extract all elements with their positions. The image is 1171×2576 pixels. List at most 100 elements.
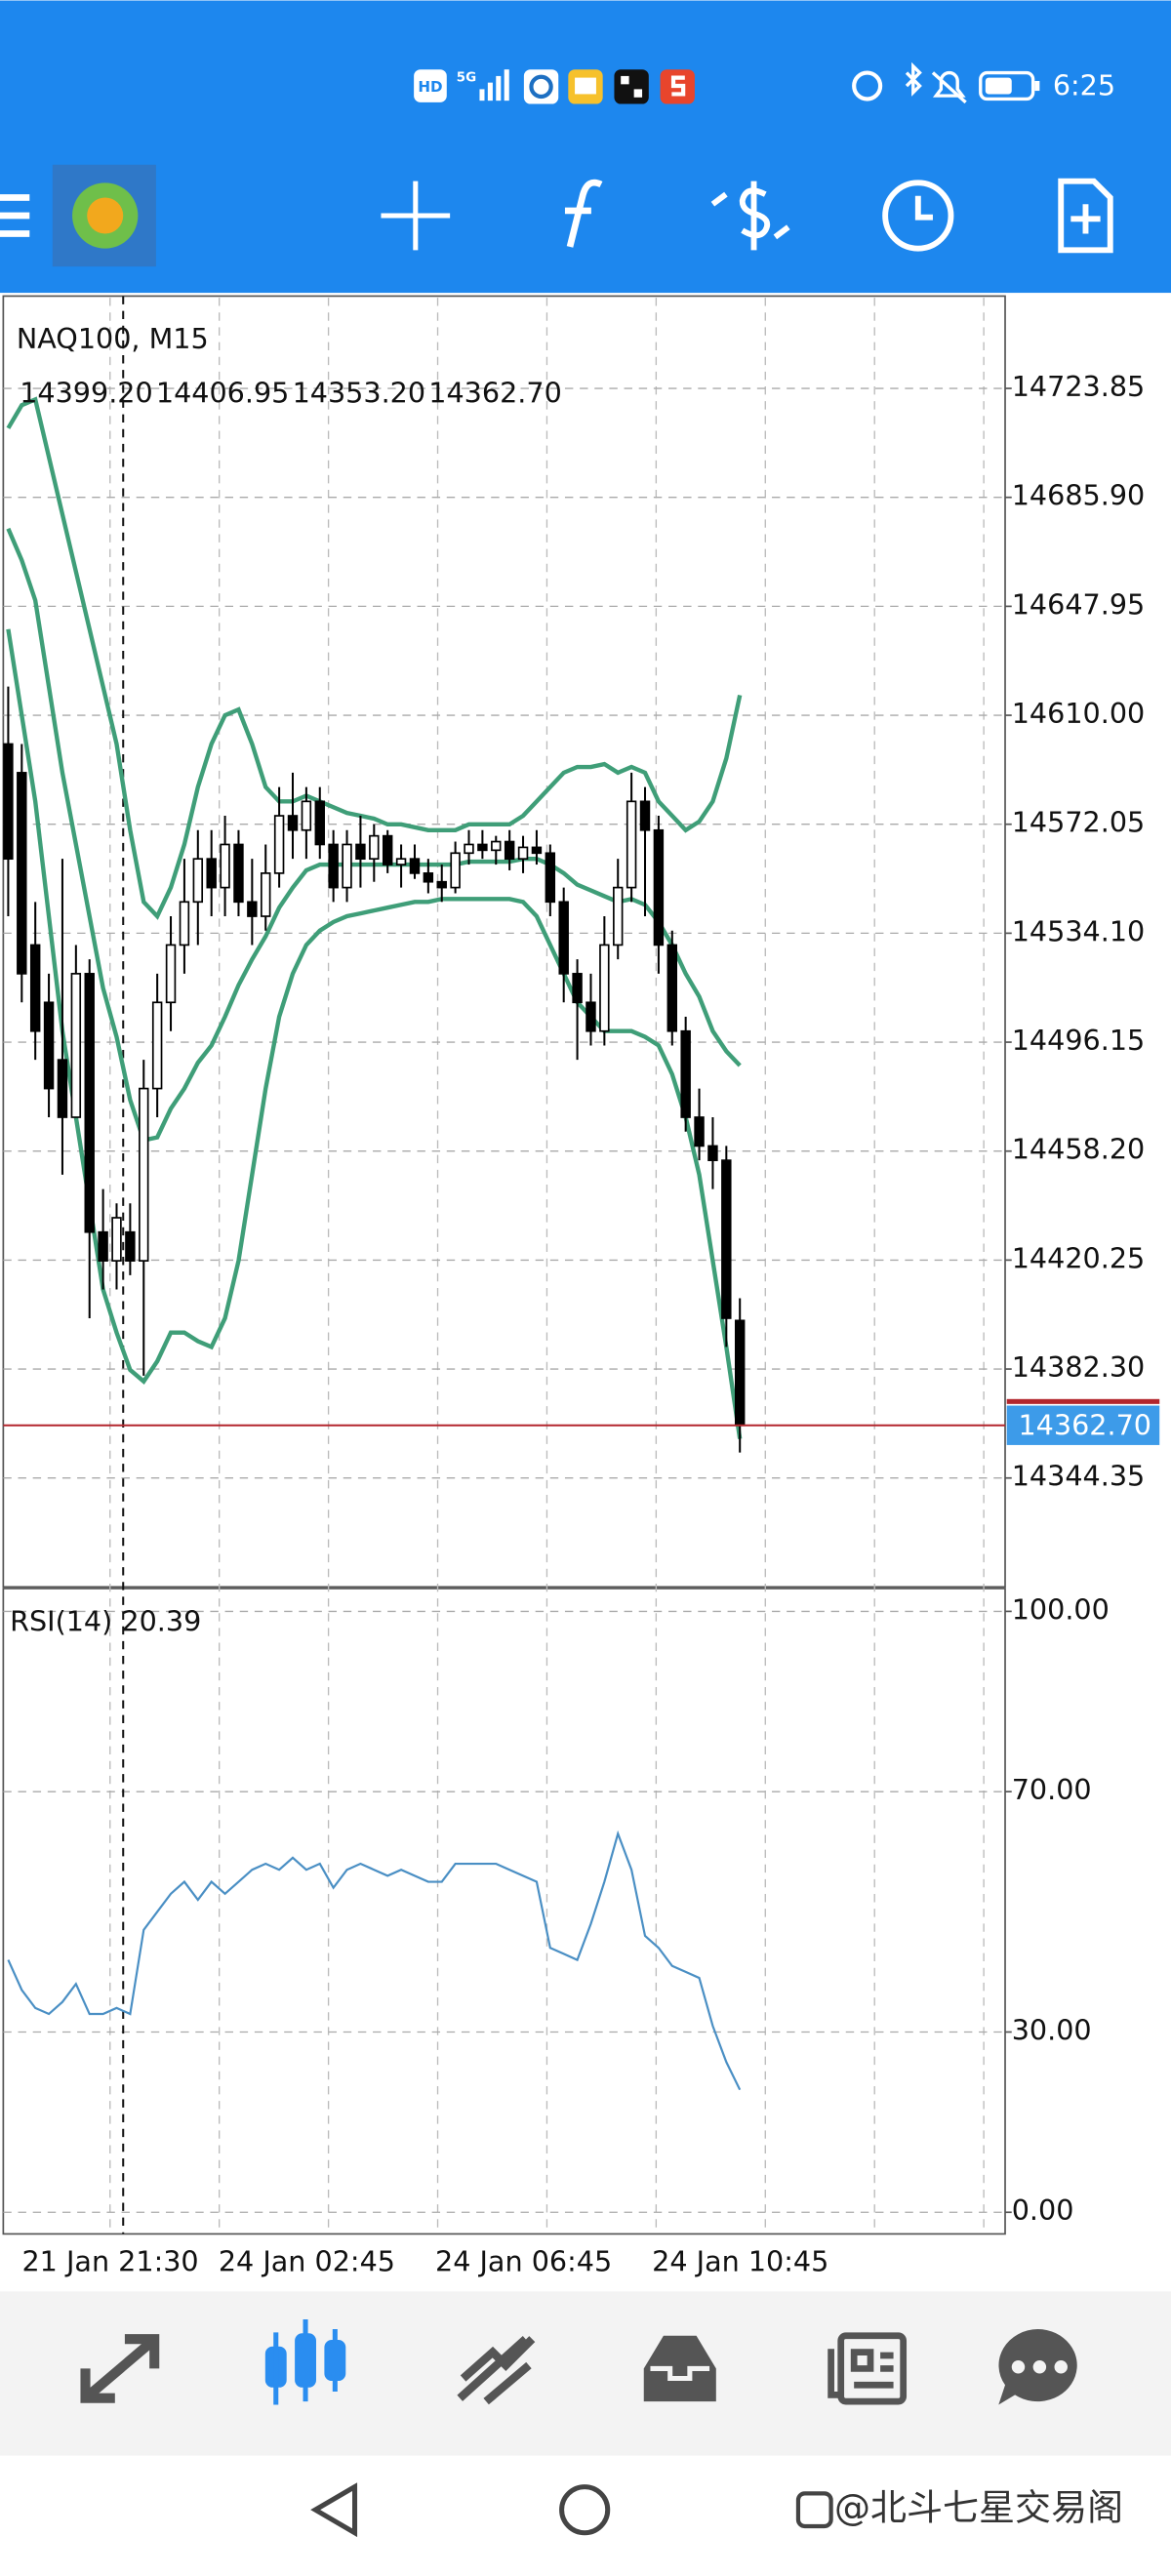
- app-icon: [523, 69, 559, 104]
- menu-button[interactable]: [0, 194, 30, 237]
- candle-body: [111, 1217, 122, 1262]
- templates-button[interactable]: [1058, 178, 1113, 254]
- app-header: [0, 0, 1171, 294]
- menu-bar: [0, 194, 30, 201]
- candle-body: [342, 843, 352, 889]
- candle-body: [287, 815, 299, 831]
- candle-body: [369, 834, 380, 861]
- doc-outline: [1058, 178, 1113, 254]
- app-icon-glyph: [670, 75, 686, 97]
- band-line: [6, 396, 743, 920]
- timeframe-button[interactable]: [882, 180, 954, 252]
- chat-dot: [1011, 2360, 1026, 2374]
- candle-body: [43, 1001, 55, 1090]
- doc-plus: [1070, 204, 1101, 234]
- candle-body: [558, 901, 569, 975]
- menu-bar: [0, 230, 30, 237]
- network-text: 5G: [457, 71, 476, 86]
- candle-body: [666, 944, 677, 1032]
- candle-body: [545, 852, 556, 904]
- y-tick-label: 70.00: [1012, 1773, 1092, 1806]
- app-logo[interactable]: [52, 164, 156, 267]
- bluetooth-icon: [905, 61, 922, 97]
- candle-body: [261, 872, 271, 917]
- crosshair-button[interactable]: [381, 181, 451, 251]
- candle-body: [586, 1001, 596, 1032]
- quotes-icon: [80, 2334, 160, 2403]
- app-icon-glyph: [633, 89, 643, 98]
- mute-icon: [931, 70, 967, 104]
- candle-body: [355, 843, 366, 861]
- candle-body: [382, 834, 393, 865]
- chat-dot: [1032, 2360, 1047, 2374]
- news-icon-lines: [828, 2349, 894, 2398]
- candle-body: [84, 973, 95, 1233]
- candle-body: [613, 886, 624, 946]
- trade-arrows: [710, 191, 790, 240]
- x-tick-label: 24 Jan 02:45: [219, 2245, 395, 2278]
- trade-button[interactable]: [710, 181, 790, 251]
- y-tick-label: 14344.35: [1012, 1460, 1146, 1493]
- candle-body: [531, 846, 543, 855]
- candle-body: [639, 800, 651, 831]
- app-icon-glyph: [575, 77, 596, 95]
- alarm-icon: [852, 70, 883, 101]
- clock-hands: [914, 195, 933, 221]
- news-tab[interactable]: [828, 2332, 908, 2405]
- y-tick-label: 0.00: [1012, 2194, 1074, 2227]
- candle-body: [139, 1087, 149, 1262]
- chart-icon-wicks: [273, 2318, 338, 2405]
- y-tick-label: 14420.25: [1012, 1241, 1146, 1274]
- candle-body: [29, 944, 41, 1032]
- x-tick-label: 24 Jan 10:45: [652, 2245, 828, 2278]
- history-tab[interactable]: [643, 2335, 716, 2402]
- candle-body: [165, 944, 177, 1004]
- price-pane: [2, 295, 1006, 1589]
- candle-body: [423, 872, 434, 883]
- signal: [496, 75, 502, 101]
- chart-tab[interactable]: [264, 2318, 346, 2405]
- history-icon: [643, 2335, 716, 2402]
- last-price-box: [1006, 1405, 1160, 1445]
- candle-body: [273, 815, 285, 874]
- candle-body: [70, 973, 82, 1118]
- app-icon-glyph: [529, 74, 553, 100]
- candle-body: [314, 800, 325, 846]
- marks: [3, 396, 1160, 2091]
- candle-body: [464, 843, 474, 855]
- candle-body: [504, 840, 515, 861]
- candle-body: [98, 1230, 108, 1262]
- y-tick-label: 14610.00: [1012, 697, 1146, 730]
- y-tick-label: 14496.15: [1012, 1024, 1146, 1057]
- candle-body: [192, 858, 204, 904]
- signal: [479, 89, 485, 101]
- battery-tip: [1034, 80, 1040, 92]
- candle-body: [17, 772, 27, 975]
- chat-tab[interactable]: [998, 2329, 1077, 2405]
- y-tick-label: 14685.90: [1012, 479, 1146, 512]
- quotes-tab[interactable]: [80, 2334, 160, 2403]
- trade-tab[interactable]: [457, 2336, 536, 2405]
- hd-text: HD: [418, 78, 442, 96]
- news-icon: [837, 2332, 908, 2405]
- chat-dot: [1054, 2360, 1068, 2374]
- status-icons: HD 5G 6:25: [414, 61, 1115, 104]
- candle-body: [328, 843, 339, 889]
- candle-body: [477, 843, 488, 852]
- back-button[interactable]: [310, 2482, 358, 2538]
- indicators-button[interactable]: [564, 179, 603, 248]
- bottom-nav: [0, 2291, 1171, 2456]
- signal: [487, 82, 493, 101]
- candle-body: [206, 858, 217, 889]
- candle-body: [694, 1116, 705, 1147]
- candle-body: [680, 1029, 691, 1118]
- home-button[interactable]: [559, 2484, 611, 2536]
- ohlc-value: 14399.20: [20, 376, 153, 409]
- clock: 6:25: [1053, 69, 1115, 102]
- clock-face: [882, 180, 954, 252]
- y-tick-label: 14534.10: [1012, 914, 1146, 947]
- ohlc-value: 14362.70: [428, 376, 562, 409]
- candle-body: [233, 843, 244, 904]
- candle-body: [734, 1319, 746, 1427]
